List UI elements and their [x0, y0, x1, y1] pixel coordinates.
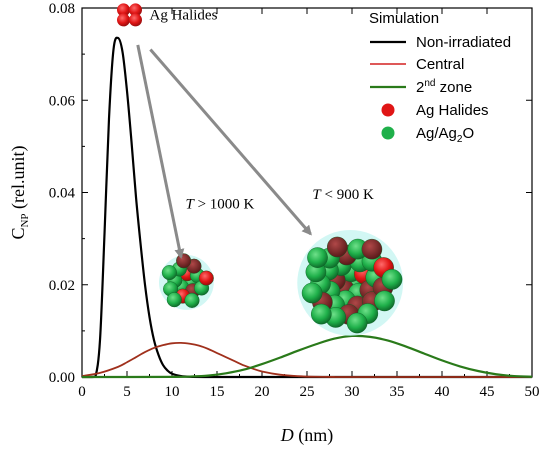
legend-marker-ag-ag2o	[381, 126, 395, 140]
halide-sphere	[129, 3, 142, 17]
cluster-particle	[184, 292, 200, 308]
x-tick-label: 10	[165, 384, 180, 400]
halide-sphere	[129, 13, 142, 27]
arrow-to-large-cluster	[149, 48, 312, 236]
cluster-particle	[198, 270, 214, 286]
cluster-particle	[161, 265, 177, 281]
y-tick-label: 0.08	[49, 1, 75, 17]
cluster-particle	[374, 290, 395, 312]
series-line-central	[81, 341, 532, 378]
legend-label-ag-halides: Ag Halides	[416, 102, 489, 119]
legend-label-central: Central	[416, 56, 464, 73]
ag-halide-icon	[117, 3, 142, 27]
annotation-t-1000k: T > 1000 K	[186, 197, 255, 213]
annotation-t-symbol: T	[186, 197, 196, 213]
y-axis-unit: (rel.unit)	[8, 145, 29, 213]
series-curves	[81, 36, 533, 379]
x-tick-label: 30	[345, 384, 360, 400]
legend-label-ag-ag2o-rest: O	[462, 125, 474, 142]
arrow-to-small-cluster	[136, 44, 185, 260]
small-cluster-illustration	[158, 253, 214, 310]
annotation-arrows	[136, 44, 312, 260]
cluster-particle	[326, 236, 348, 258]
halide-sphere	[117, 3, 130, 17]
y-axis-title: CNP (rel.unit)	[8, 145, 31, 239]
y-tick-label: 0.06	[49, 93, 76, 109]
cluster-particle	[176, 253, 192, 269]
y-tick-label: 0.04	[49, 186, 76, 202]
cluster-particle	[310, 303, 332, 325]
x-tick-label: 5	[123, 384, 131, 400]
annotation-ag-halides: Ag Halides	[150, 8, 218, 24]
x-axis-ticks: 0 5 10 15 20 25 30 35 40 45 50	[78, 8, 540, 400]
x-axis-symbol: D	[280, 425, 294, 445]
legend-label-2nd-rest: zone	[435, 79, 472, 96]
annotation-t-symbol: T	[312, 187, 322, 203]
annotation-t-rest: > 1000 K	[194, 197, 255, 213]
legend-label-2nd-main: 2	[416, 79, 424, 96]
legend-title: Simulation	[369, 10, 439, 27]
x-tick-label: 20	[255, 384, 270, 400]
legend-label-2nd-sup: nd	[424, 78, 435, 89]
halide-sphere	[117, 13, 130, 27]
legend-label-ag-ag2o-main: Ag/Ag	[416, 125, 457, 142]
large-cluster-illustration	[297, 229, 404, 336]
cluster-particle	[346, 312, 368, 334]
x-axis-unit: (nm)	[294, 425, 334, 446]
cluster-illustrations	[158, 229, 404, 336]
legend: Simulation Non-irradiated Central 2nd zo…	[369, 10, 511, 145]
legend-label-2nd-zone: 2nd zone	[416, 78, 472, 96]
y-tick-label: 0.00	[49, 370, 75, 386]
x-tick-label: 40	[435, 384, 450, 400]
annotation-t-900k: T < 900 K	[312, 187, 374, 203]
annotations: Ag Halides T > 1000 K T < 900 K	[117, 3, 374, 213]
legend-label-non-irradiated: Non-irradiated	[416, 34, 511, 51]
x-tick-label: 35	[390, 384, 405, 400]
y-tick-label: 0.02	[49, 278, 75, 294]
cluster-particle	[361, 238, 383, 260]
x-tick-label: 0	[78, 384, 86, 400]
legend-label-ag-ag2o-sub: 2	[457, 134, 463, 145]
cluster-particle	[307, 247, 328, 268]
y-axis-symbol: C	[8, 228, 28, 240]
x-axis-title: D (nm)	[280, 425, 334, 446]
cluster-particle	[301, 282, 323, 304]
y-axis-subscript: NP	[19, 213, 31, 227]
y-axis-ticks: 0.00 0.02 0.04 0.06 0.08	[49, 1, 532, 386]
cluster-particle	[381, 269, 403, 290]
legend-label-ag-ag2o: Ag/Ag2O	[416, 125, 474, 145]
x-tick-label: 25	[300, 384, 315, 400]
x-tick-label: 15	[210, 384, 225, 400]
series-line-2nd-zone	[81, 334, 533, 379]
cluster-particle	[166, 292, 182, 308]
x-tick-label: 45	[480, 384, 495, 400]
annotation-t-rest: < 900 K	[321, 187, 374, 203]
x-tick-label: 50	[525, 384, 540, 400]
legend-marker-ag-halides	[381, 103, 395, 117]
